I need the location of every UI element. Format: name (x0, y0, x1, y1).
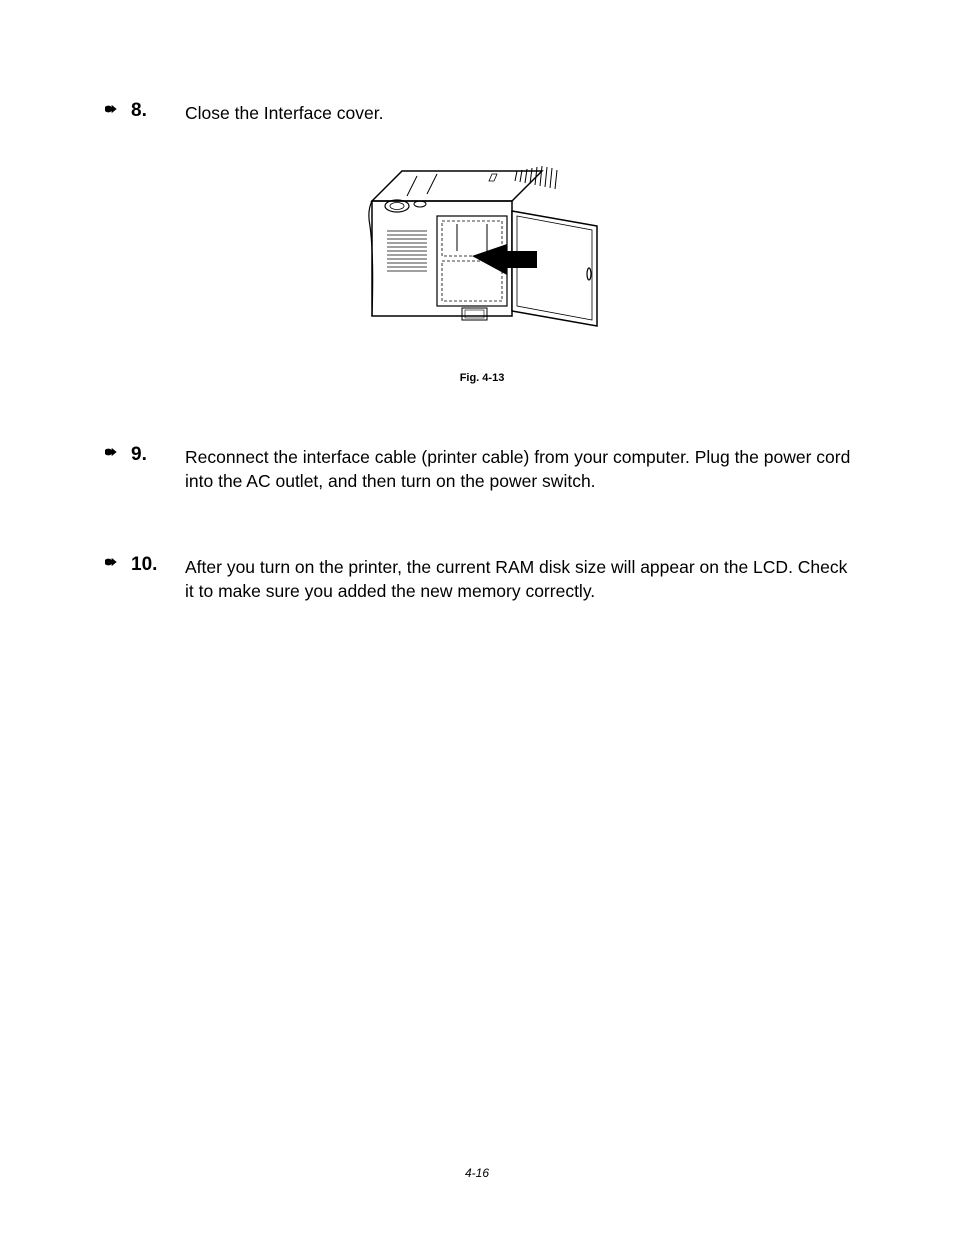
step-marker: 8. (105, 100, 185, 122)
pointing-hand-icon (105, 102, 125, 121)
figure-caption: Fig. 4-13 (105, 372, 859, 384)
printer-illustration (342, 156, 622, 346)
pointing-hand-icon (105, 555, 125, 574)
step-marker: 9. (105, 444, 185, 466)
step-9: 9. Reconnect the interface cable (printe… (105, 444, 859, 494)
page-number: 4-16 (0, 1166, 954, 1180)
pointing-hand-icon (105, 445, 125, 464)
step-8: 8. Close the Interface cover. (105, 100, 859, 126)
step-number: 8. (131, 100, 147, 122)
step-number: 9. (131, 444, 147, 466)
step-number: 10. (131, 554, 157, 576)
step-10: 10. After you turn on the printer, the c… (105, 554, 859, 604)
step-text: Close the Interface cover. (185, 100, 383, 126)
step-marker: 10. (105, 554, 185, 576)
figure-block: Fig. 4-13 (105, 156, 859, 384)
step-text: Reconnect the interface cable (printer c… (185, 444, 859, 494)
step-text: After you turn on the printer, the curre… (185, 554, 859, 604)
